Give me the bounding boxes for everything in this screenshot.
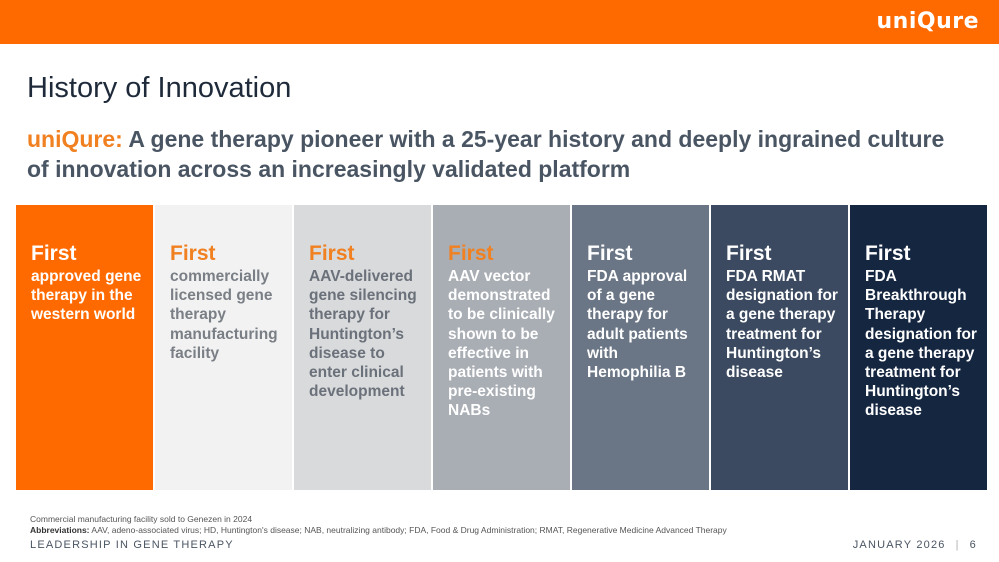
subtitle: uniQure: A gene therapy pioneer with a 2… xyxy=(27,124,972,184)
top-bar: uniQure xyxy=(0,0,999,44)
card-text: FDA approval of a gene therapy for adult… xyxy=(587,268,688,382)
card-heading: First xyxy=(587,242,633,265)
card-heading: First xyxy=(865,242,911,265)
footer-right: JANUARY 2026 | 6 xyxy=(853,539,977,551)
abbreviations-label: Abbreviations: xyxy=(30,525,90,535)
footer-separator: | xyxy=(955,539,960,551)
innovation-card: First commercially licensed gene therapy… xyxy=(155,205,292,490)
card-text: AAV vector demonstrated to be clinically… xyxy=(448,268,555,420)
innovation-card: First AAV-delivered gene silencing thera… xyxy=(294,205,431,490)
abbreviations-text: AAV, adeno-associated virus; HD, Hunting… xyxy=(89,525,727,535)
innovation-card: First FDA RMAT designation for a gene th… xyxy=(711,205,848,490)
card-heading: First xyxy=(448,242,494,265)
footer-date: JANUARY 2026 xyxy=(852,539,946,551)
footer-tagline: LEADERSHIP IN GENE THERAPY xyxy=(30,539,234,551)
card-heading: First xyxy=(309,242,355,265)
innovation-card: First AAV vector demonstrated to be clin… xyxy=(433,205,570,490)
subtitle-text: A gene therapy pioneer with a 25-year hi… xyxy=(27,126,945,182)
innovation-cards: First approved gene therapy in the weste… xyxy=(16,205,987,490)
page-title: History of Innovation xyxy=(27,72,292,104)
page-number: 6 xyxy=(969,539,977,551)
uniqure-logo: uniQure xyxy=(876,9,979,34)
footnote-abbreviations: Abbreviations: AAV, adeno-associated vir… xyxy=(30,525,727,535)
footnote-manufacturing: Commercial manufacturing facility sold t… xyxy=(30,514,253,524)
card-heading: First xyxy=(170,242,216,265)
card-text: commercially licensed gene therapy manuf… xyxy=(170,268,278,362)
card-text: approved gene therapy in the western wor… xyxy=(31,268,142,324)
innovation-card: First FDA approval of a gene therapy for… xyxy=(572,205,709,490)
card-heading: First xyxy=(31,242,77,265)
subtitle-brand: uniQure: xyxy=(27,126,123,152)
card-text: FDA RMAT designation for a gene therapy … xyxy=(726,268,838,382)
card-text: AAV-delivered gene silencing therapy for… xyxy=(309,268,417,401)
card-text: FDA Breakthrough Therapy designation for… xyxy=(865,268,977,420)
innovation-card: First FDA Breakthrough Therapy designati… xyxy=(850,205,987,490)
innovation-card: First approved gene therapy in the weste… xyxy=(16,205,153,490)
card-heading: First xyxy=(726,242,772,265)
